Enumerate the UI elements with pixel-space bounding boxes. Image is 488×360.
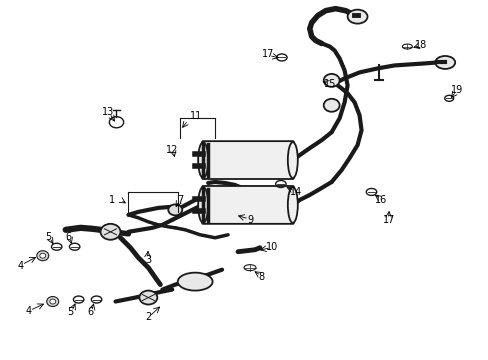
Ellipse shape: [287, 187, 297, 223]
Text: 15: 15: [323, 79, 335, 89]
Ellipse shape: [50, 299, 56, 304]
Text: 18: 18: [414, 40, 427, 50]
FancyBboxPatch shape: [202, 141, 293, 179]
Ellipse shape: [198, 187, 208, 223]
Ellipse shape: [168, 204, 182, 215]
Text: 6: 6: [87, 307, 94, 318]
Ellipse shape: [434, 56, 454, 69]
Text: 11: 11: [190, 111, 202, 121]
Text: 13: 13: [102, 107, 114, 117]
Text: 9: 9: [246, 215, 252, 225]
Ellipse shape: [139, 291, 157, 305]
Text: 17: 17: [261, 49, 274, 59]
Text: 4: 4: [26, 306, 32, 316]
Text: 7: 7: [177, 195, 183, 205]
Text: 14: 14: [289, 187, 301, 197]
Text: 12: 12: [166, 145, 178, 155]
Text: 5: 5: [45, 232, 52, 242]
Ellipse shape: [347, 10, 367, 24]
Ellipse shape: [287, 142, 297, 178]
Ellipse shape: [323, 99, 339, 112]
Text: 6: 6: [65, 232, 72, 242]
Ellipse shape: [40, 253, 46, 258]
Ellipse shape: [101, 224, 120, 240]
Text: 17: 17: [383, 215, 395, 225]
Text: 3: 3: [145, 255, 151, 265]
Text: 1: 1: [109, 195, 115, 205]
Text: 19: 19: [450, 85, 462, 95]
Ellipse shape: [47, 297, 59, 306]
Ellipse shape: [178, 273, 212, 291]
Ellipse shape: [37, 251, 49, 261]
Text: 16: 16: [375, 195, 387, 205]
Text: 10: 10: [265, 242, 278, 252]
FancyBboxPatch shape: [202, 186, 293, 224]
Text: 2: 2: [145, 312, 151, 323]
Ellipse shape: [198, 142, 208, 178]
Ellipse shape: [323, 74, 339, 87]
Text: 5: 5: [67, 307, 74, 318]
Text: 4: 4: [18, 261, 24, 271]
Text: 8: 8: [258, 272, 264, 282]
